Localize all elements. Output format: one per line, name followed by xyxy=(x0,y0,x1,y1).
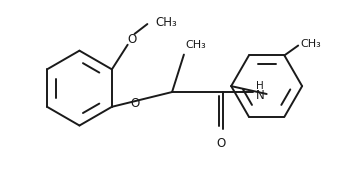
Text: CH₃: CH₃ xyxy=(186,40,207,50)
Text: O: O xyxy=(130,97,139,110)
Text: O: O xyxy=(217,137,226,150)
Text: N: N xyxy=(255,89,264,102)
Text: H: H xyxy=(256,81,264,91)
Text: CH₃: CH₃ xyxy=(300,39,321,49)
Text: CH₃: CH₃ xyxy=(155,16,177,29)
Text: O: O xyxy=(127,33,136,46)
